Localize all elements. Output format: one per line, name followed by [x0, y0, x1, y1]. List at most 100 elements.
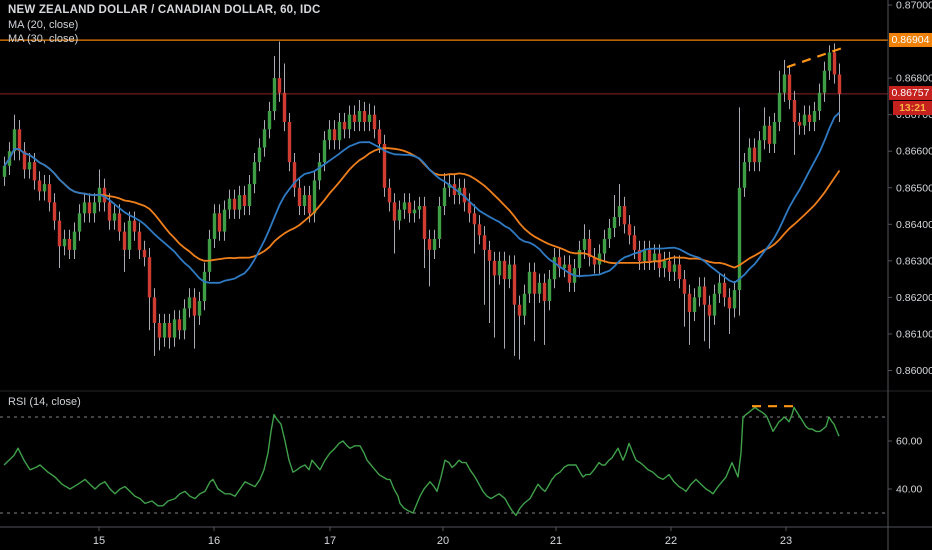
price-axis-label[interactable]: 0.86400: [896, 219, 932, 231]
bar-countdown-badge: 13:21: [893, 101, 932, 116]
candle: [797, 121, 802, 126]
candle: [82, 202, 87, 214]
candle: [537, 282, 542, 294]
candle: [672, 264, 677, 272]
candle: [152, 297, 157, 323]
candle: [822, 70, 827, 93]
candle: [57, 220, 62, 247]
price-axis-label[interactable]: 0.86600: [896, 146, 932, 158]
candle: [202, 271, 207, 302]
candle: [262, 129, 267, 148]
price-axis-label[interactable]: 0.86800: [896, 73, 932, 85]
candle: [287, 121, 292, 163]
candle: [367, 114, 372, 122]
candle: [242, 195, 247, 207]
candle: [777, 92, 782, 122]
candle: [12, 129, 17, 152]
rsi-label: RSI (14, close): [8, 396, 81, 408]
candle: [692, 297, 697, 313]
rsi-axis-label: 40.00: [896, 484, 922, 496]
price-axis-label[interactable]: 0.86200: [896, 292, 932, 304]
candle: [272, 78, 277, 111]
candle: [552, 257, 557, 280]
candle: [702, 286, 707, 305]
candle: [712, 293, 717, 316]
candle: [612, 216, 617, 228]
candle: [642, 249, 647, 261]
candle: [37, 180, 42, 192]
candle: [372, 114, 377, 130]
price-trendline-dashed[interactable]: [786, 47, 843, 69]
candle: [297, 187, 302, 207]
price-axis-label[interactable]: 0.86500: [896, 182, 932, 194]
candle: [437, 206, 442, 239]
candle: [2, 165, 7, 177]
candle: [142, 249, 147, 258]
candle: [92, 202, 97, 214]
ma20-line: [3, 111, 841, 284]
time-axis-label[interactable]: 21: [550, 535, 562, 547]
candle: [227, 198, 232, 210]
symbol-title: NEW ZEALAND DOLLAR / CANADIAN DOLLAR, 60…: [8, 4, 321, 16]
candle: [722, 282, 727, 298]
candle: [592, 257, 597, 265]
candle: [47, 184, 52, 203]
candle: [787, 74, 792, 101]
candle: [392, 202, 397, 221]
candle: [207, 238, 212, 272]
price-axis-label[interactable]: 0.86300: [896, 255, 932, 267]
candle: [122, 231, 127, 250]
candle: [232, 198, 237, 210]
time-axis-label[interactable]: 17: [324, 535, 336, 547]
time-axis-label[interactable]: 15: [93, 535, 105, 547]
candle: [107, 202, 112, 221]
candle: [112, 213, 117, 221]
candle: [22, 151, 27, 170]
candle: [157, 322, 162, 338]
candle: [402, 202, 407, 210]
candle: [412, 209, 417, 214]
candle: [752, 147, 757, 163]
rsi-axis-label: 60.00: [896, 436, 922, 448]
candle: [647, 249, 652, 261]
candle: [497, 260, 502, 276]
candle: [77, 213, 82, 232]
candle: [172, 319, 177, 338]
candle: [767, 125, 772, 144]
candle: [507, 264, 512, 280]
candle: [687, 293, 692, 313]
candle: [557, 257, 562, 269]
rsi-line: [3, 406, 840, 517]
candle: [747, 147, 752, 163]
candle: [62, 238, 67, 247]
candle: [527, 271, 532, 294]
candle: [782, 74, 787, 93]
price-axis-label[interactable]: 0.87000: [896, 0, 932, 12]
time-axis-label[interactable]: 16: [208, 535, 220, 547]
price-axis-label[interactable]: 0.86100: [896, 328, 932, 340]
candle: [132, 220, 137, 232]
time-axis-label[interactable]: 20: [437, 535, 449, 547]
candle: [837, 74, 842, 94]
candle: [512, 264, 517, 305]
candle: [587, 238, 592, 258]
price-level-badge: 0.86904: [889, 32, 932, 47]
time-axis-label[interactable]: 23: [780, 535, 792, 547]
candle: [397, 209, 402, 221]
price-axis-label[interactable]: 0.86000: [896, 365, 932, 377]
candle: [762, 125, 767, 141]
candle: [812, 110, 817, 122]
candle: [717, 282, 722, 294]
candle: [772, 121, 777, 144]
candle: [662, 260, 667, 269]
candle: [362, 110, 367, 122]
candle: [827, 52, 832, 71]
last-price-badge: 0.86757: [889, 86, 932, 101]
candle: [757, 140, 762, 163]
candle: [302, 195, 307, 207]
candle: [167, 322, 172, 338]
time-axis-label[interactable]: 22: [665, 535, 677, 547]
candle: [377, 129, 382, 144]
candle: [477, 224, 482, 236]
